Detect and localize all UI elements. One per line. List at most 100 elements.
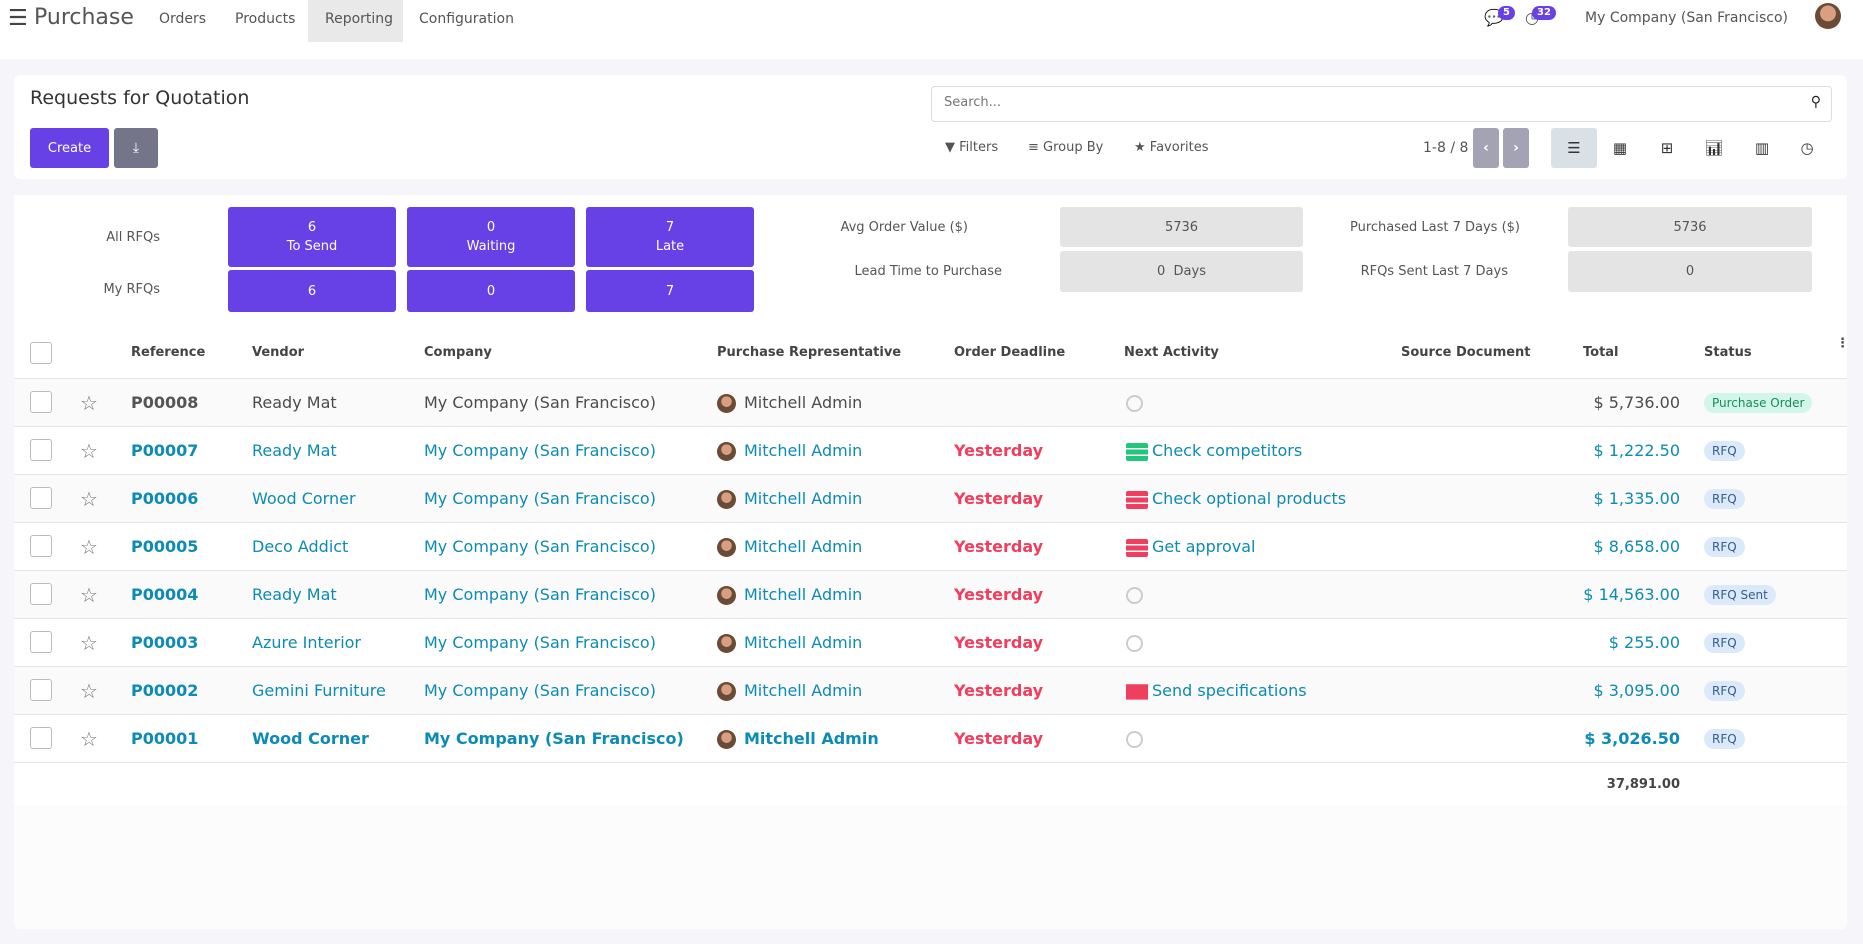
filters-button[interactable]: ▼ Filters (945, 140, 999, 155)
column-reference[interactable]: Reference (131, 345, 206, 360)
company[interactable]: My Company (San Francisco) (424, 729, 684, 748)
table-row[interactable]: ☆ P00003 Azure Interior My Company (San Fra… (14, 618, 1847, 666)
reference[interactable]: P00001 (131, 729, 199, 748)
next-activity[interactable]: Check optional products (1126, 475, 1346, 523)
row-checkbox[interactable] (30, 631, 52, 653)
company[interactable]: My Company (San Francisco) (424, 441, 656, 460)
star-icon[interactable]: ☆ (80, 535, 98, 559)
representative[interactable]: Mitchell Admin (717, 619, 862, 667)
favorites-button[interactable]: ★ Favorites (1134, 140, 1209, 155)
representative[interactable]: Mitchell Admin (717, 667, 862, 715)
row-checkbox[interactable] (30, 487, 52, 509)
next-activity[interactable]: Check competitors (1126, 427, 1302, 475)
table-row[interactable]: ☆ P00004 Ready Mat My Company (San Francisc… (14, 570, 1847, 618)
representative[interactable]: Mitchell Admin (717, 475, 862, 523)
row-checkbox[interactable] (30, 727, 52, 749)
view-activity-button[interactable]: ◷ (1784, 128, 1830, 168)
to-send-box[interactable]: 6 To Send (228, 207, 396, 267)
star-icon[interactable]: ☆ (80, 583, 98, 607)
activities-button[interactable]: ◷ 32 (1525, 6, 1556, 27)
representative[interactable]: Mitchell Admin (717, 523, 862, 571)
row-checkbox[interactable] (30, 535, 52, 557)
pager-value[interactable]: 1-8 / 8 (1423, 140, 1469, 156)
reference[interactable]: P00005 (131, 537, 199, 556)
company[interactable]: My Company (San Francisco) (424, 393, 656, 412)
column-total[interactable]: Total (1583, 345, 1619, 360)
waiting-box[interactable]: 0 Waiting (407, 207, 575, 267)
star-icon[interactable]: ☆ (80, 631, 98, 655)
late-box[interactable]: 7 Late (586, 207, 754, 267)
column-source-document[interactable]: Source Document (1401, 345, 1531, 360)
pager-next-button[interactable]: › (1503, 128, 1529, 168)
menu-configuration[interactable]: Configuration (419, 11, 514, 27)
reference[interactable]: P00004 (131, 585, 199, 604)
tasks-icon[interactable] (1126, 538, 1148, 557)
star-icon[interactable]: ☆ (80, 439, 98, 463)
search-input[interactable] (944, 95, 1784, 110)
download-button[interactable]: ⤓ (114, 128, 158, 168)
star-icon[interactable]: ☆ (80, 487, 98, 511)
table-row[interactable]: ☆ P00006 Wood Corner My Company (San Franci… (14, 474, 1847, 522)
table-row[interactable]: ☆ P00001 Wood Corner My Company (San Franci… (14, 714, 1847, 762)
activity-clock-icon[interactable] (1126, 395, 1143, 412)
activity-clock-icon[interactable] (1126, 635, 1143, 652)
company[interactable]: My Company (San Francisco) (424, 537, 656, 556)
star-icon[interactable]: ☆ (80, 679, 98, 703)
menu-orders[interactable]: Orders (159, 11, 207, 27)
column-company[interactable]: Company (424, 345, 492, 360)
company[interactable]: My Company (San Francisco) (424, 585, 656, 604)
table-row[interactable]: ☆ P00005 Deco Addict My Company (San Franci… (14, 522, 1847, 570)
column-status[interactable]: Status (1704, 345, 1752, 360)
row-checkbox[interactable] (30, 679, 52, 701)
view-pivot-button[interactable]: ⊞ (1644, 128, 1690, 168)
row-checkbox[interactable] (30, 391, 52, 413)
vendor[interactable]: Wood Corner (252, 489, 356, 508)
company[interactable]: My Company (San Francisco) (424, 489, 656, 508)
company-switcher[interactable]: My Company (San Francisco) (1585, 10, 1788, 26)
search-icon[interactable]: ⚲ (1810, 94, 1821, 110)
vendor[interactable]: Azure Interior (252, 633, 362, 652)
search-box[interactable]: ⚲ (931, 86, 1832, 122)
table-row[interactable]: ☆ P00002 Gemini Furniture My Company (San F… (14, 666, 1847, 714)
next-activity[interactable] (1126, 379, 1143, 427)
representative[interactable]: Mitchell Admin (717, 427, 862, 475)
activity-clock-icon[interactable] (1126, 731, 1143, 748)
view-graph-button[interactable]: 📊︎ (1691, 128, 1737, 168)
star-icon[interactable]: ☆ (80, 727, 98, 751)
reference[interactable]: P00002 (131, 681, 199, 700)
company[interactable]: My Company (San Francisco) (424, 633, 656, 652)
view-kanban-button[interactable]: ▦ (1597, 128, 1643, 168)
representative[interactable]: Mitchell Admin (717, 379, 862, 427)
vendor[interactable]: Ready Mat (252, 441, 337, 460)
vendor[interactable]: Ready Mat (252, 585, 337, 604)
representative[interactable]: Mitchell Admin (717, 571, 862, 619)
column-order-deadline[interactable]: Order Deadline (954, 345, 1066, 360)
column-vendor[interactable]: Vendor (252, 345, 305, 360)
messages-button[interactable]: 💬 5 (1484, 6, 1515, 27)
vendor[interactable]: Gemini Furniture (252, 681, 386, 700)
pager-previous-button[interactable]: ‹ (1473, 128, 1499, 168)
next-activity[interactable]: Get approval (1126, 523, 1255, 571)
select-all-checkbox[interactable] (30, 342, 52, 364)
vendor[interactable]: Deco Addict (252, 537, 349, 556)
representative[interactable]: Mitchell Admin (717, 715, 879, 763)
next-activity[interactable] (1126, 715, 1143, 763)
star-icon[interactable]: ☆ (80, 391, 98, 415)
group-by-button[interactable]: ≡ Group By (1028, 140, 1104, 155)
reference[interactable]: P00003 (131, 633, 199, 652)
user-avatar[interactable] (1815, 3, 1841, 29)
view-calendar-button[interactable]: ▥ (1739, 128, 1785, 168)
menu-toggle-icon[interactable]: ☰ (8, 6, 28, 31)
next-activity[interactable] (1126, 571, 1143, 619)
tasks-icon[interactable] (1126, 442, 1148, 461)
menu-products[interactable]: Products (235, 11, 296, 27)
tasks-icon[interactable] (1126, 490, 1148, 509)
next-activity[interactable] (1126, 619, 1143, 667)
column-next-activity[interactable]: Next Activity (1124, 345, 1219, 360)
reference[interactable]: P00007 (131, 441, 199, 460)
vendor[interactable]: Ready Mat (252, 393, 337, 412)
my-waiting-box[interactable]: 0 (407, 270, 575, 312)
create-button[interactable]: Create (30, 128, 109, 168)
row-checkbox[interactable] (30, 583, 52, 605)
menu-reporting[interactable]: Reporting (308, 0, 403, 42)
